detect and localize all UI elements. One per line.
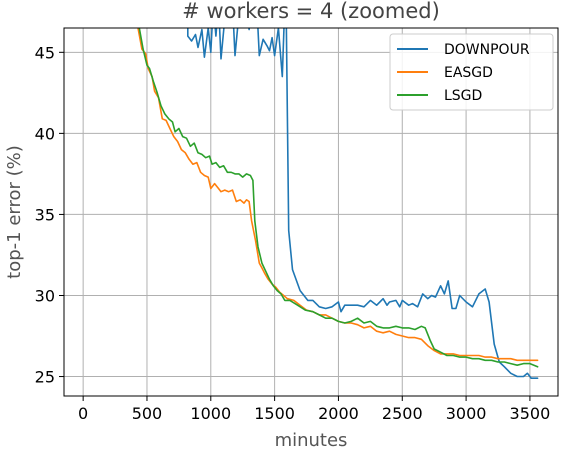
legend-label-easgd: EASGD: [444, 65, 493, 81]
legend-label-downpour: DOWNPOUR: [444, 42, 530, 58]
y-tick-label: 40: [35, 124, 55, 143]
legend-frame: [389, 33, 554, 111]
plot-series: [137, 28, 539, 379]
x-tick-label: 500: [132, 404, 163, 423]
y-axis-label: top-1 error (%): [4, 145, 25, 279]
legend: DOWNPOUR EASGD LSGD: [389, 33, 554, 111]
x-tick-label: 2000: [318, 404, 359, 423]
y-axis-ticks: 25 30 35 40 45: [35, 43, 64, 387]
x-axis-label: minutes: [275, 430, 348, 450]
x-tick-label: 0: [78, 404, 88, 423]
y-tick-label: 30: [35, 286, 55, 305]
x-tick-label: 1500: [254, 404, 295, 423]
x-tick-label: 3000: [446, 404, 487, 423]
legend-label-lsgd: LSGD: [444, 88, 482, 104]
x-tick-label: 3500: [510, 404, 551, 423]
x-axis-ticks: 0 500 1000 1500 2000 2500 3000 3500: [78, 396, 550, 423]
y-tick-label: 25: [35, 368, 55, 387]
series-line-downpour: [138, 28, 539, 379]
chart-title: # workers = 4 (zoomed): [182, 0, 440, 23]
x-tick-label: 2500: [382, 404, 423, 423]
y-tick-label: 35: [35, 205, 55, 224]
plot-frame: [63, 27, 559, 397]
y-tick-label: 45: [35, 43, 55, 62]
x-tick-label: 1000: [190, 404, 231, 423]
series-line-lsgd: [138, 28, 539, 368]
